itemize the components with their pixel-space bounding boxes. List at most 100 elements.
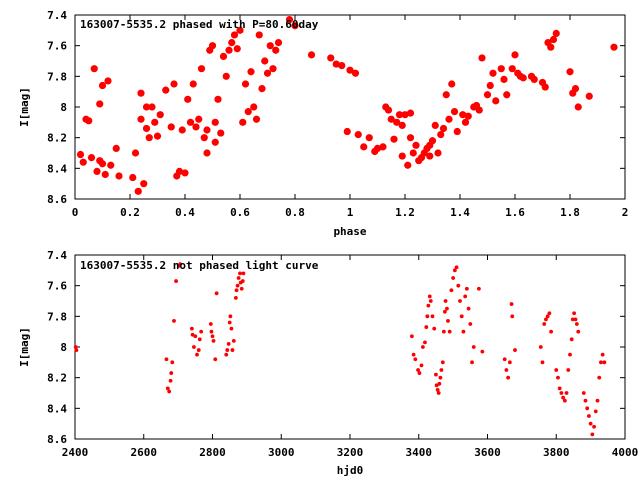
unphased-data-point <box>230 348 235 352</box>
unphased-data-point <box>556 375 560 380</box>
unphased-data-point <box>549 329 553 334</box>
unphased-data-point <box>562 398 567 403</box>
phased-data-point <box>461 118 470 126</box>
unphased-data-point <box>236 276 241 280</box>
phased-x-tick-label: 2 <box>622 206 629 219</box>
unphased-data-point <box>470 360 474 365</box>
unphased-data-point <box>434 372 438 377</box>
unphased-data-point <box>428 299 433 303</box>
unphased-data-point <box>239 286 244 291</box>
phased-light-curve-panel: 0 0.2 0.4 0.6 0.8 1 1.2 1.4 1.6 1.8 2 7.4 7.6 7.8 8 8.… <box>18 9 628 238</box>
phased-data-point <box>250 103 258 111</box>
unphased-data-point <box>411 352 416 357</box>
phased-data-point <box>241 80 250 88</box>
unphased-data-point <box>440 360 445 365</box>
phased-data-point <box>431 121 439 129</box>
unphased-data-point <box>167 389 172 394</box>
unphased-data-point <box>189 326 194 331</box>
phased-data-point <box>393 118 401 126</box>
unphased-data-point <box>480 349 485 354</box>
unphased-data-point <box>420 345 425 349</box>
unphased-data-point <box>570 317 575 322</box>
unphased-data-point <box>240 279 245 283</box>
phased-data-point <box>203 126 211 134</box>
unphased-x-axis: 2400 2600 2800 3000 3200 3400 3600 3800 4000 <box>62 255 639 459</box>
phased-data-point <box>327 54 335 62</box>
phased-y-axis-label: I[mag] <box>18 87 31 127</box>
unphased-data-point <box>208 322 213 326</box>
unphased-data-point <box>416 368 420 372</box>
unphased-x-tick-label: 4000 <box>612 446 639 459</box>
phased-data-point <box>211 138 219 146</box>
unphased-data-point <box>195 352 199 357</box>
phased-data-point <box>409 149 417 157</box>
phased-data-point <box>547 43 555 51</box>
phased-data-point <box>398 121 406 129</box>
phased-data-point <box>404 161 412 169</box>
phased-y-tick-label: 7.8 <box>47 70 67 83</box>
phased-data-point <box>101 170 109 179</box>
phased-data-point <box>459 111 467 119</box>
phased-x-tick-label: 1.8 <box>560 206 580 219</box>
phased-x-tick-label: 1.4 <box>450 206 470 219</box>
unphased-x-tick-label: 3400 <box>406 446 433 459</box>
phased-data-point <box>434 149 442 157</box>
phased-data-point <box>255 31 263 39</box>
unphased-light-curve-panel: 2400 2600 2800 3000 3200 3400 3600 3800 4000 7.4… <box>18 249 638 477</box>
unphased-data-point <box>459 314 464 319</box>
phased-data-point <box>167 123 175 131</box>
unphased-data-point <box>542 322 547 326</box>
phased-data-point <box>486 81 494 90</box>
unphased-data-point <box>241 271 246 276</box>
unphased-data-point <box>437 381 442 386</box>
phased-data-point <box>571 85 580 93</box>
unphased-y-tick-label: 7.4 <box>47 249 67 262</box>
phased-data-point <box>145 134 153 142</box>
phased-data-point <box>384 106 393 114</box>
unphased-data-point <box>547 311 552 316</box>
unphased-data-point <box>228 314 233 319</box>
phased-data-point <box>107 161 115 169</box>
phased-data-point <box>214 95 222 103</box>
unphased-data-point <box>588 421 593 426</box>
phased-y-tick-label: 8.6 <box>47 193 67 206</box>
phased-data-point <box>508 65 516 73</box>
phased-data-point <box>426 152 434 160</box>
unphased-x-tick-label: 3600 <box>474 446 501 459</box>
phased-data-point <box>219 52 228 61</box>
unphased-chart-title: 163007-5535.2 not phased light curve <box>80 259 319 272</box>
unphased-data-point <box>432 326 437 331</box>
unphased-data-point <box>73 345 78 349</box>
phased-x-tick-label: 0 <box>72 206 79 219</box>
unphased-data-point <box>238 271 242 276</box>
unphased-data-point <box>178 262 183 267</box>
unphased-data-point <box>583 398 588 403</box>
unphased-x-axis-label: hjd0 <box>337 464 364 477</box>
unphased-data-point <box>447 329 452 334</box>
unphased-data-point <box>464 286 469 291</box>
unphased-data-point <box>477 286 481 291</box>
unphased-data-point <box>561 395 566 400</box>
phased-data-point <box>137 115 145 123</box>
phased-data-point <box>247 68 255 76</box>
phased-data-point <box>343 127 351 136</box>
phased-data-point <box>178 126 186 134</box>
phased-data-point <box>500 75 508 83</box>
phased-data-point <box>142 124 151 133</box>
unphased-y-axis-label: I[mag] <box>18 327 31 367</box>
unphased-data-point <box>196 348 201 352</box>
unphased-data-point <box>502 357 507 362</box>
phased-data-point <box>192 123 200 131</box>
unphased-data-point <box>419 363 424 368</box>
unphased-data-point <box>193 334 198 339</box>
phased-data-point <box>184 95 192 103</box>
unphased-x-tick-label: 2800 <box>199 446 226 459</box>
phased-plot-frame <box>74 14 626 200</box>
unphased-data-point <box>229 326 234 331</box>
phased-data-point <box>87 154 96 162</box>
phased-data-point <box>448 80 456 88</box>
phased-y-tick-label: 7.4 <box>47 9 67 22</box>
phased-data-point <box>585 92 593 100</box>
unphased-y-axis: 7.4 7.6 7.8 8 8.2 8.4 8.6 <box>47 249 625 446</box>
unphased-data-point <box>576 329 581 334</box>
